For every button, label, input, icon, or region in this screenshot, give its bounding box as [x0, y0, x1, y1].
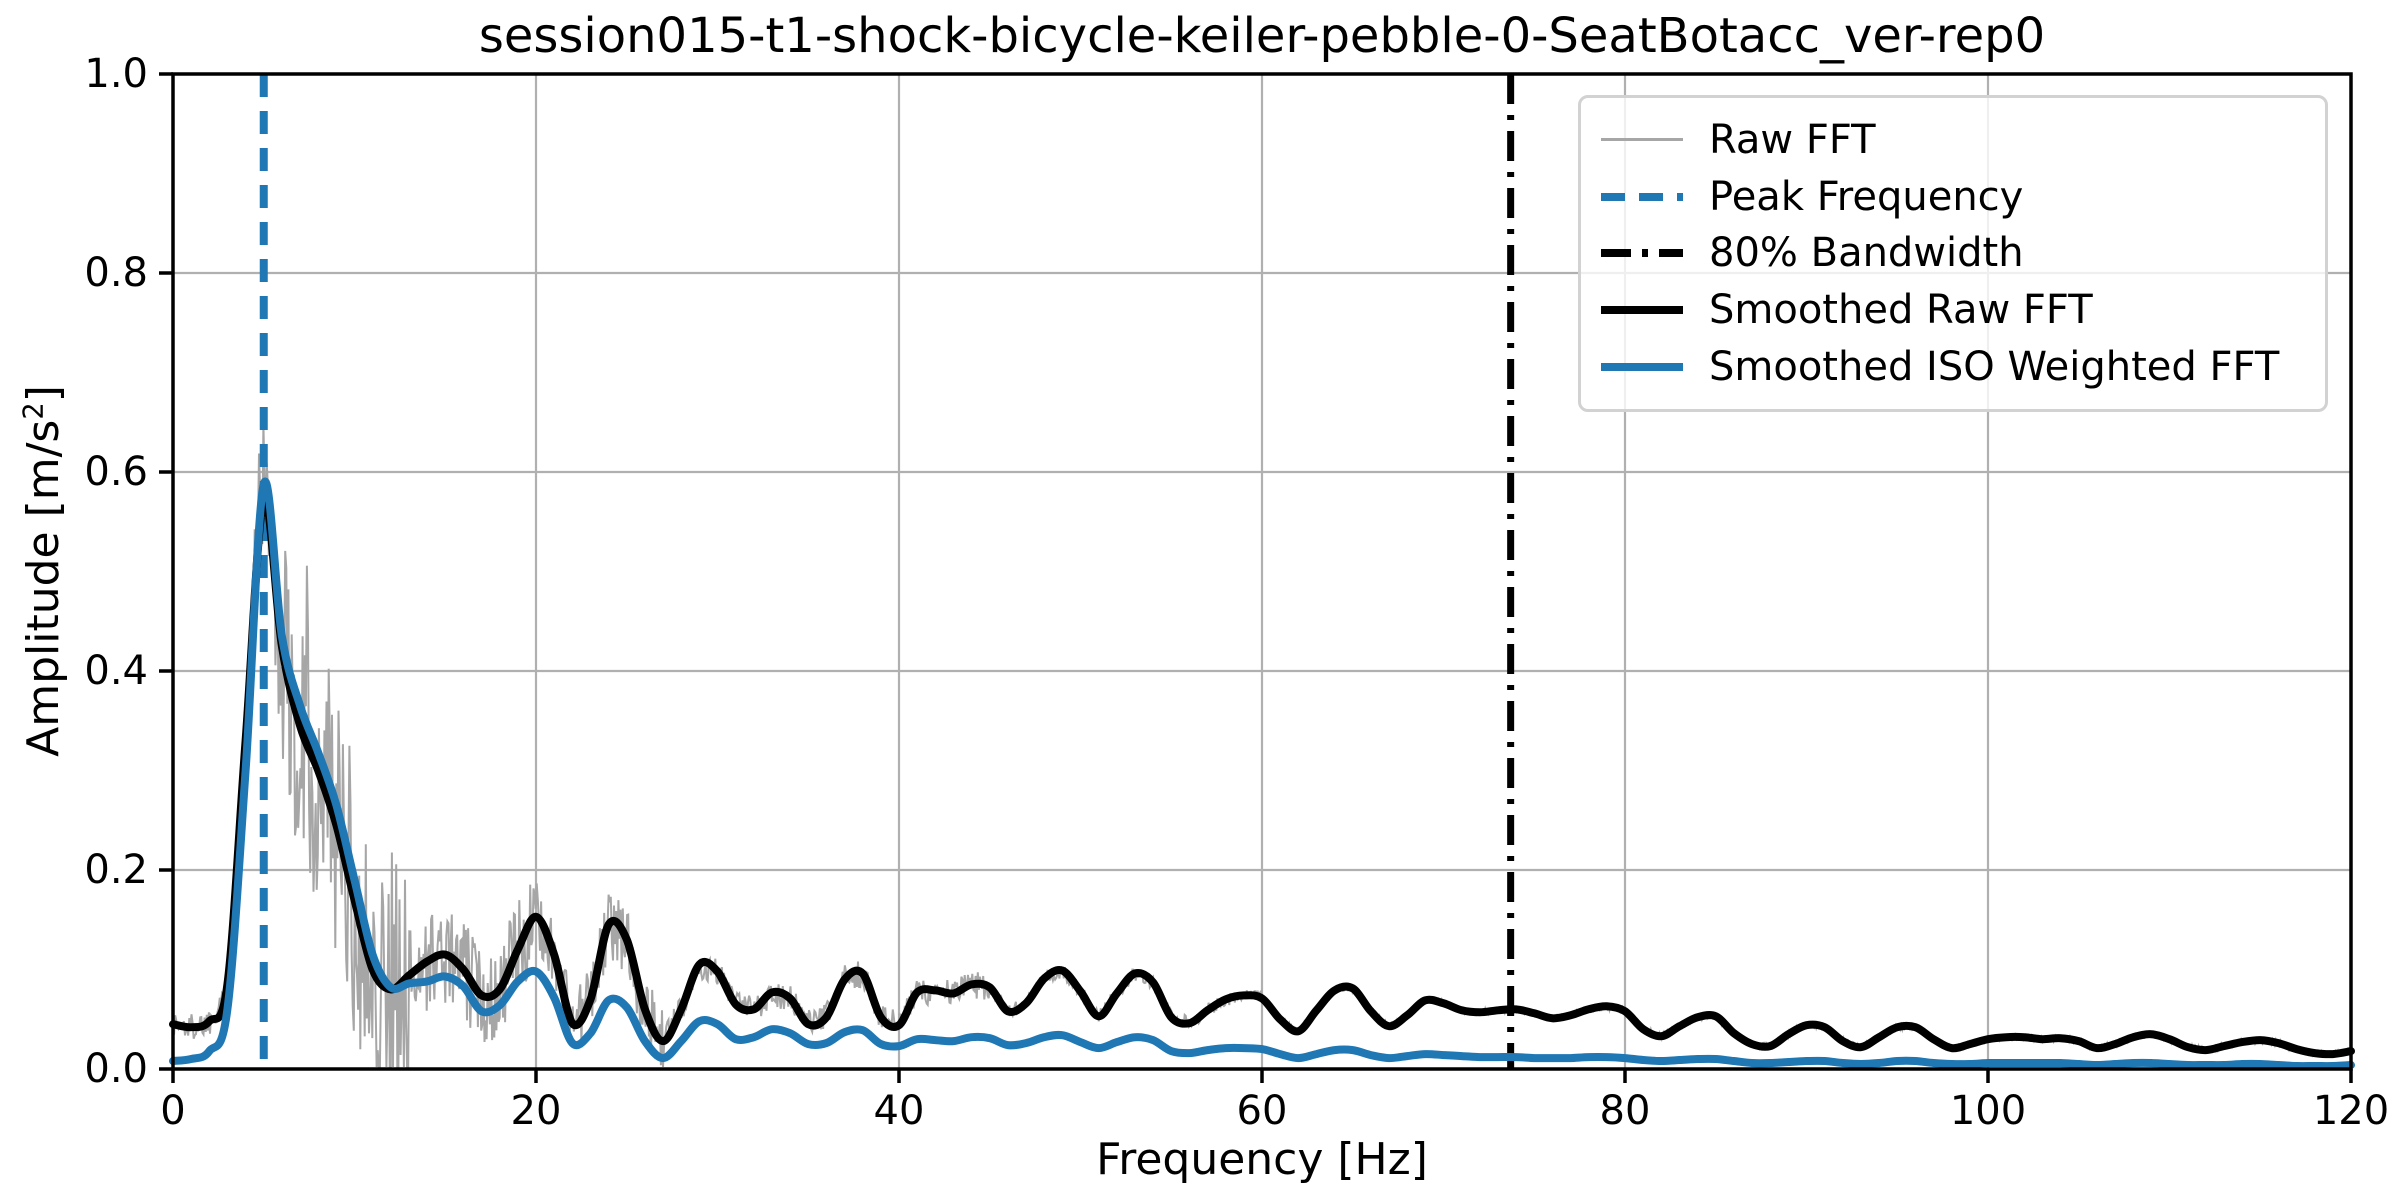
y-axis-label: Amplitude [m/s2] — [14, 271, 74, 871]
y-tick-label: 0.6 — [84, 449, 148, 495]
y-tick-label: 1.0 — [84, 51, 148, 97]
x-tick-label: 40 — [873, 1088, 925, 1134]
x-tick-label: 60 — [1236, 1088, 1288, 1134]
legend-label: Peak Frequency — [1709, 173, 2024, 220]
legend-item-raw-fft: Raw FFT — [1581, 117, 2325, 163]
dashdot-line-icon — [1601, 249, 1683, 258]
x-tick-label: 20 — [510, 1088, 562, 1134]
y-tick-label: 0.4 — [84, 648, 148, 694]
y-axis-label-close: ] — [18, 385, 69, 403]
x-tick-label: 120 — [2312, 1088, 2390, 1134]
legend-label: 80% Bandwidth — [1709, 230, 2024, 277]
solid-black-line-icon — [1601, 306, 1683, 315]
chart-title: session015-t1-shock-bicycle-keiler-pebbl… — [478, 8, 2046, 64]
legend-label: Smoothed Raw FFT — [1709, 287, 2093, 334]
x-tick-label: 0 — [160, 1088, 186, 1134]
legend-label: Raw FFT — [1709, 116, 1876, 163]
legend-label: Smoothed ISO Weighted FFT — [1709, 344, 2280, 391]
y-tick-label: 0.8 — [84, 250, 148, 296]
x-tick-label: 80 — [1599, 1088, 1651, 1134]
legend-item-smoothed-raw-fft: Smoothed Raw FFT — [1581, 287, 2325, 333]
solid-blue-line-icon — [1601, 363, 1683, 372]
x-tick-label: 100 — [1949, 1088, 2027, 1134]
legend-item-80-bandwidth: 80% Bandwidth — [1581, 230, 2325, 276]
smoothed-raw-fft-line — [169, 494, 2355, 1059]
legend-item-smoothed-iso-weighted-fft: Smoothed ISO Weighted FFT — [1581, 344, 2325, 390]
dashed-line-icon — [1601, 192, 1683, 201]
legend-item-peak-frequency: Peak Frequency — [1581, 174, 2325, 220]
legend: Raw FFT Peak Frequency 80% Bandwidth Smo… — [1578, 95, 2328, 412]
smoothed-iso-weighted-fft-line — [169, 477, 2355, 1071]
y-axis-label-sup: 2 — [18, 402, 50, 420]
raw-fft-line-icon — [1601, 138, 1683, 142]
y-tick-label: 0.0 — [84, 1046, 148, 1092]
x-axis-label: Frequency [Hz] — [1096, 1134, 1428, 1185]
y-tick-label: 0.2 — [84, 847, 148, 893]
